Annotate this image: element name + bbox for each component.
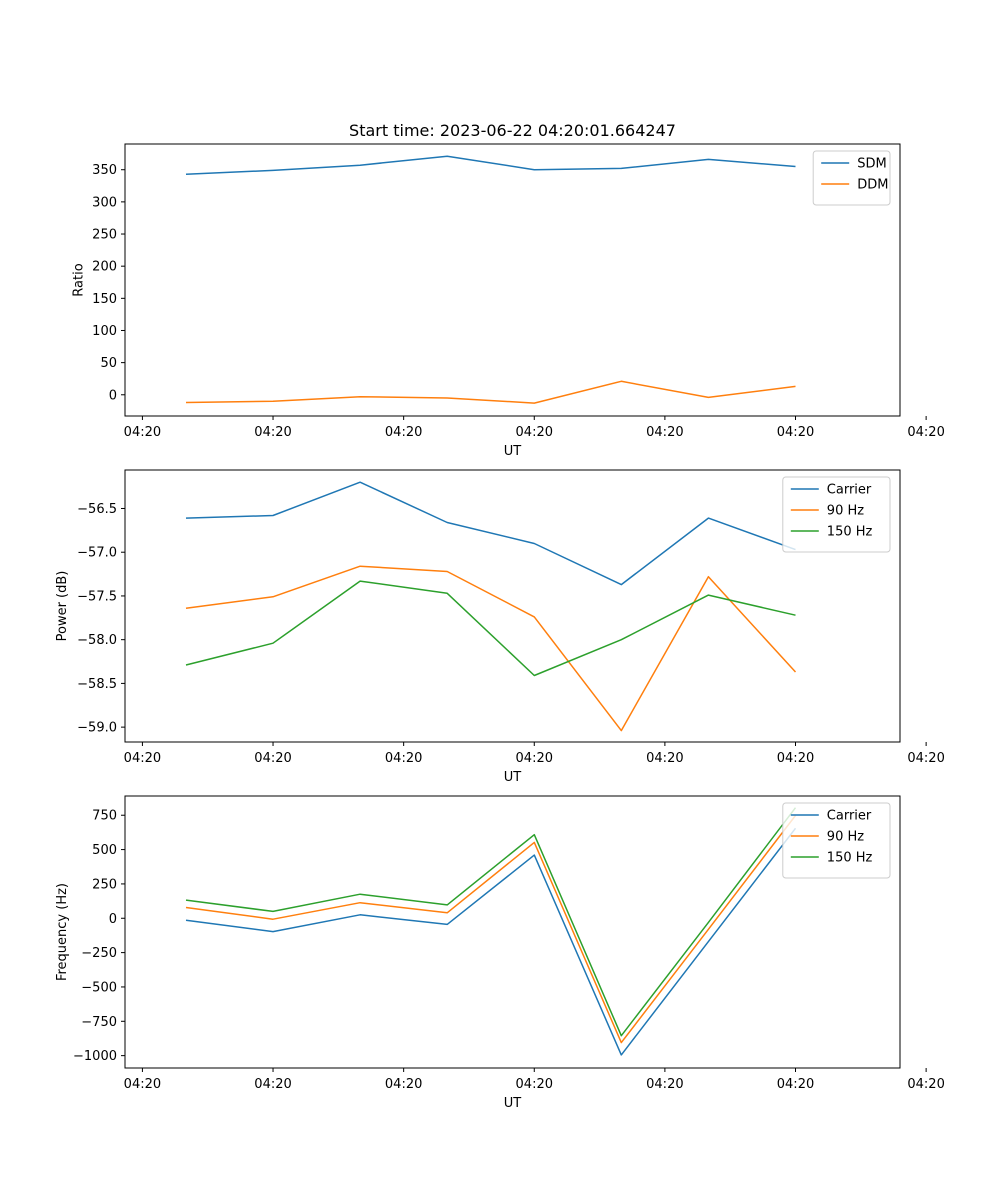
x-tick-label: 04:20 <box>254 1077 291 1092</box>
y-tick-label: −59.0 <box>77 721 117 736</box>
subplots: 04:20 04:20 04:20 04:20 04:20 04:20 04:20 UT 0 50… <box>55 143 945 1111</box>
subplot-1: 04:20 04:20 04:20 04:20 04:20 04:20 04:20 UT 0 50… <box>71 143 945 459</box>
x-tick-label: 04:20 <box>254 751 291 766</box>
series-line-carrier <box>185 481 796 586</box>
legend-entry-label: 90 Hz <box>827 504 864 519</box>
x-tick-label: 04:20 <box>907 1077 944 1092</box>
series-line-ddm <box>185 380 796 404</box>
y-tick-label: 50 <box>100 356 117 371</box>
y-tick-label: 150 <box>92 292 117 307</box>
y-tick-label: 0 <box>109 388 117 403</box>
y-tick-label: 200 <box>92 260 117 275</box>
x-tick-label: 04:20 <box>385 751 422 766</box>
x-tick-label: 04:20 <box>516 1077 553 1092</box>
x-tick-label: 04:20 <box>777 1077 814 1092</box>
plot-frame <box>124 469 901 743</box>
subplot-3: 04:20 04:20 04:20 04:20 04:20 04:20 04:20 UT −10… <box>55 795 945 1111</box>
legend-entry-label: SDM <box>857 157 886 172</box>
series-line-150-hz <box>185 580 796 677</box>
legend-entry-label: Carrier <box>827 483 872 498</box>
series-line-sdm <box>185 155 796 175</box>
y-tick-label: −57.5 <box>77 589 117 604</box>
legend-entry-label: 150 Hz <box>827 851 873 866</box>
y-axis-label: Frequency (Hz) <box>55 883 70 981</box>
x-tick-label: 04:20 <box>516 425 553 440</box>
x-tick-label: 04:20 <box>907 751 944 766</box>
x-tick-label: 04:20 <box>646 425 683 440</box>
legend: Carrier 90 Hz 150 Hz <box>782 476 891 553</box>
y-tick-label: 250 <box>92 228 117 243</box>
legend-box <box>812 150 891 206</box>
x-tick-label: 04:20 <box>907 425 944 440</box>
legend: SDM DDM <box>812 150 891 206</box>
x-tick-label: 04:20 <box>254 425 291 440</box>
legend-box <box>782 802 891 879</box>
x-tick-label: 04:20 <box>385 425 422 440</box>
x-axis-label: UT <box>504 1096 522 1111</box>
legend-box <box>782 476 891 553</box>
y-tick-label: −57.0 <box>77 546 117 561</box>
y-tick-label: −56.5 <box>77 502 117 517</box>
y-tick-label: 250 <box>92 877 117 892</box>
series-line-90-hz <box>185 815 797 1044</box>
x-tick-label: 04:20 <box>646 1077 683 1092</box>
y-tick-label: −58.0 <box>77 633 117 648</box>
plot-frame <box>124 143 901 417</box>
y-tick-label: −58.5 <box>77 677 117 692</box>
series-line-carrier <box>185 827 797 1056</box>
x-axis-label: UT <box>504 444 522 459</box>
y-tick-label: −750 <box>81 1015 117 1030</box>
x-tick-label: 04:20 <box>385 1077 422 1092</box>
x-tick-label: 04:20 <box>516 751 553 766</box>
x-tick-label: 04:20 <box>646 751 683 766</box>
y-tick-label: 0 <box>109 912 117 927</box>
x-tick-label: 04:20 <box>124 1077 161 1092</box>
y-tick-label: −250 <box>81 946 117 961</box>
y-tick-label: 750 <box>92 809 117 824</box>
y-axis-label: Power (dB) <box>55 571 70 642</box>
y-tick-label: 100 <box>92 324 117 339</box>
subplot-2: 04:20 04:20 04:20 04:20 04:20 04:20 04:20 UT −59… <box>55 469 945 785</box>
y-tick-label: −1000 <box>73 1049 117 1064</box>
figure-title: Start time: 2023-06-22 04:20:01.664247 <box>349 121 676 140</box>
y-axis-label: Ratio <box>71 263 86 296</box>
x-tick-label: 04:20 <box>777 425 814 440</box>
y-tick-label: 500 <box>92 843 117 858</box>
legend-entry-label: Carrier <box>827 809 872 824</box>
x-tick-label: 04:20 <box>124 425 161 440</box>
legend-entry-label: 150 Hz <box>827 525 873 540</box>
legend: Carrier 90 Hz 150 Hz <box>782 802 891 879</box>
y-tick-label: −500 <box>81 980 117 995</box>
plot-frame <box>124 795 901 1069</box>
x-tick-label: 04:20 <box>124 751 161 766</box>
x-axis-label: UT <box>504 770 522 785</box>
series-line-150-hz <box>185 807 797 1037</box>
legend-entry-label: DDM <box>857 178 888 193</box>
y-tick-label: 350 <box>92 163 117 178</box>
legend-entry-label: 90 Hz <box>827 830 864 845</box>
x-tick-label: 04:20 <box>777 751 814 766</box>
y-tick-label: 300 <box>92 195 117 210</box>
